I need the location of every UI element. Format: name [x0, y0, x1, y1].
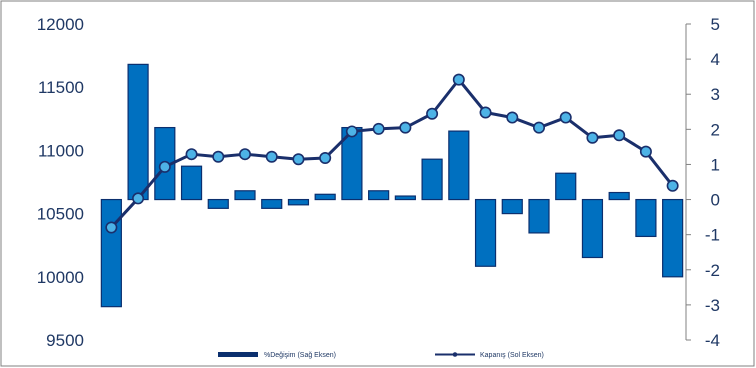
close-point — [613, 129, 626, 142]
change-bar — [314, 193, 336, 201]
change-bar — [662, 198, 684, 278]
close-line-series — [105, 73, 679, 234]
close-point — [532, 121, 545, 134]
legend-line-label: Kapanış (Sol Eksen) — [480, 352, 544, 359]
close-point — [185, 148, 198, 161]
right-tick-label: -1 — [705, 226, 720, 245]
change-bar — [261, 198, 283, 209]
legend-bar-label: %Değişim (Sağ Eksen) — [264, 352, 336, 359]
change-bar — [234, 190, 256, 201]
close-point — [105, 221, 118, 234]
change-bar — [501, 198, 523, 215]
close-point — [292, 153, 305, 166]
change-bar — [608, 191, 630, 201]
change-bar — [421, 158, 443, 201]
close-point — [639, 145, 652, 158]
close-line — [110, 78, 674, 229]
legend: %Değişim (Sağ Eksen) Kapanış (Sol Eksen) — [218, 352, 544, 359]
change-bar — [207, 198, 229, 209]
change-bar — [448, 130, 470, 201]
close-point — [239, 148, 252, 161]
close-point — [372, 122, 385, 135]
change-bar — [581, 198, 604, 259]
change-bar — [180, 165, 203, 201]
right-tick-label: 3 — [711, 85, 720, 104]
right-tick-label: 1 — [711, 155, 720, 174]
close-point — [426, 107, 439, 120]
left-tick-label: 11000 — [38, 141, 84, 160]
change-bar — [555, 172, 577, 201]
close-point — [479, 106, 492, 119]
right-tick-label: -4 — [705, 331, 720, 350]
left-tick-label: 9500 — [46, 331, 84, 350]
right-tick-label: 0 — [711, 191, 720, 210]
close-point — [666, 179, 679, 192]
legend-line-marker — [452, 352, 458, 357]
close-point — [319, 151, 332, 164]
left-tick-label: 12000 — [37, 15, 84, 34]
right-tick-label: -3 — [705, 296, 720, 315]
change-bar — [127, 63, 149, 201]
close-point — [399, 121, 412, 134]
close-point — [345, 125, 358, 138]
close-point — [132, 192, 145, 205]
right-axis: -4 -3 -2 -1 0 1 2 3 4 5 — [686, 15, 720, 350]
change-bar — [100, 198, 122, 308]
left-tick-label: 11500 — [38, 78, 84, 97]
legend-bar-swatch — [218, 352, 258, 357]
change-bar — [287, 198, 310, 206]
close-point — [506, 111, 519, 124]
right-tick-label: -2 — [705, 261, 720, 280]
left-axis: 9500 10000 10500 11000 11500 12000 — [37, 15, 84, 350]
left-tick-label: 10000 — [37, 268, 84, 287]
close-point — [265, 150, 278, 163]
right-tick-label: 2 — [711, 120, 720, 139]
change-bar — [528, 198, 550, 234]
close-point — [158, 160, 171, 173]
change-bar — [635, 198, 657, 238]
close-point — [212, 150, 225, 163]
change-bar — [394, 195, 416, 201]
right-tick-label: 5 — [711, 15, 720, 34]
change-bar — [368, 190, 390, 201]
right-tick-label: 4 — [711, 50, 720, 69]
change-bar — [474, 198, 497, 267]
close-point — [452, 73, 465, 86]
close-point — [559, 111, 572, 124]
close-point — [586, 131, 599, 144]
left-tick-label: 10500 — [37, 205, 84, 224]
